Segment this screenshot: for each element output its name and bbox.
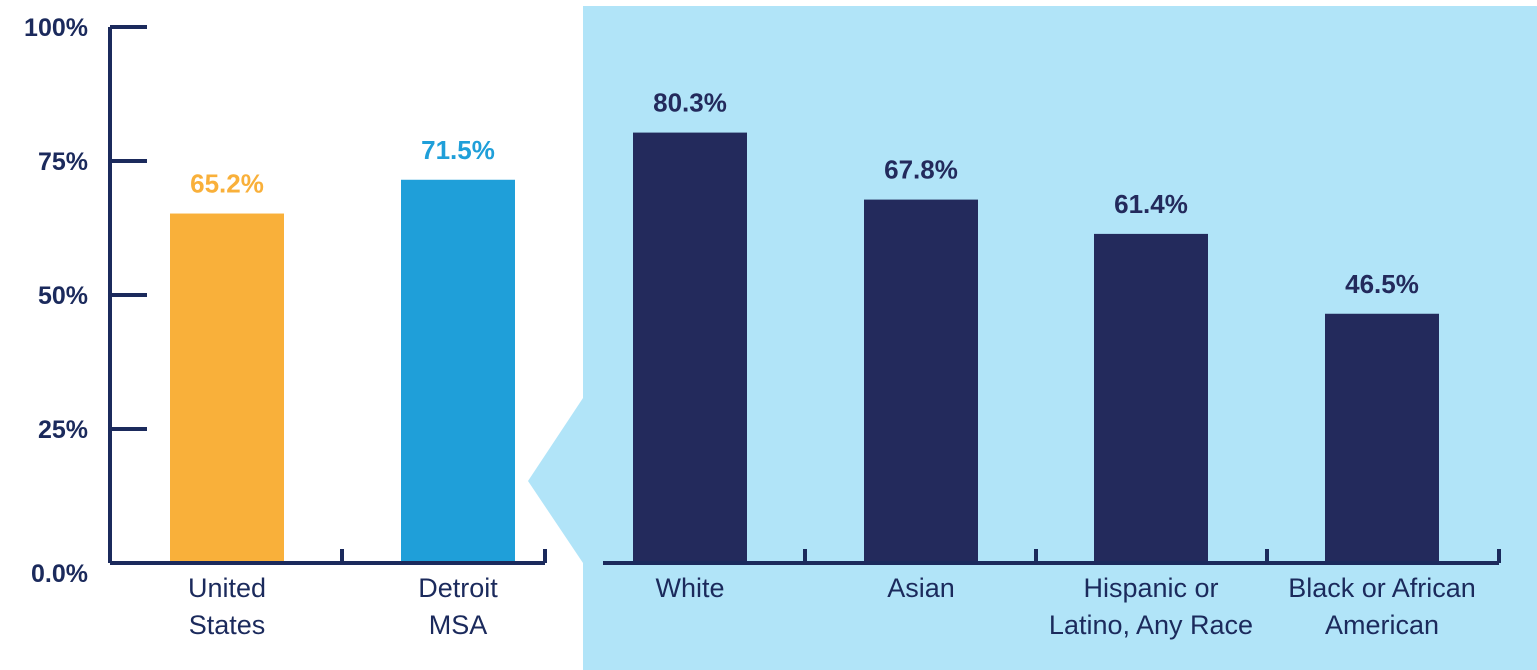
x-axis [110, 549, 1501, 565]
y-tick-label: 100% [24, 14, 88, 42]
y-tick-label: 50% [38, 282, 88, 310]
y-tick-label: 0.0% [31, 560, 88, 588]
value-label: 61.4% [1114, 189, 1188, 219]
category-label: Hispanic or [1083, 573, 1218, 603]
bar [1094, 233, 1208, 561]
bar [170, 213, 284, 561]
bar [401, 179, 515, 561]
category-label: United [188, 573, 266, 603]
bar [633, 132, 747, 562]
category-label: Detroit [418, 573, 498, 603]
category-label: American [1325, 610, 1439, 640]
value-label: 67.8% [884, 155, 958, 185]
bar [864, 199, 978, 562]
value-labels: 65.2% 71.5% 80.3% 67.8% 61.4% 46.5% [190, 88, 1419, 299]
value-label: 65.2% [190, 169, 264, 199]
callout-panel [528, 6, 1537, 670]
category-label: Asian [887, 573, 955, 603]
bar [1325, 313, 1439, 561]
category-label: White [655, 573, 724, 603]
category-labels: United States Detroit MSA White Asian Hispanic… [188, 573, 1476, 640]
category-label: MSA [429, 610, 488, 640]
y-tick-label: 75% [38, 148, 88, 176]
category-label: States [189, 610, 266, 640]
value-label: 46.5% [1345, 269, 1419, 299]
y-axis: 0.0% 25% 50% 75% 100% [24, 14, 147, 588]
value-label: 80.3% [653, 88, 727, 118]
y-tick-label: 25% [38, 416, 88, 444]
value-label: 71.5% [421, 135, 495, 165]
category-label: Black or African [1288, 573, 1476, 603]
category-label: Latino, Any Race [1049, 610, 1253, 640]
bars [170, 132, 1439, 562]
